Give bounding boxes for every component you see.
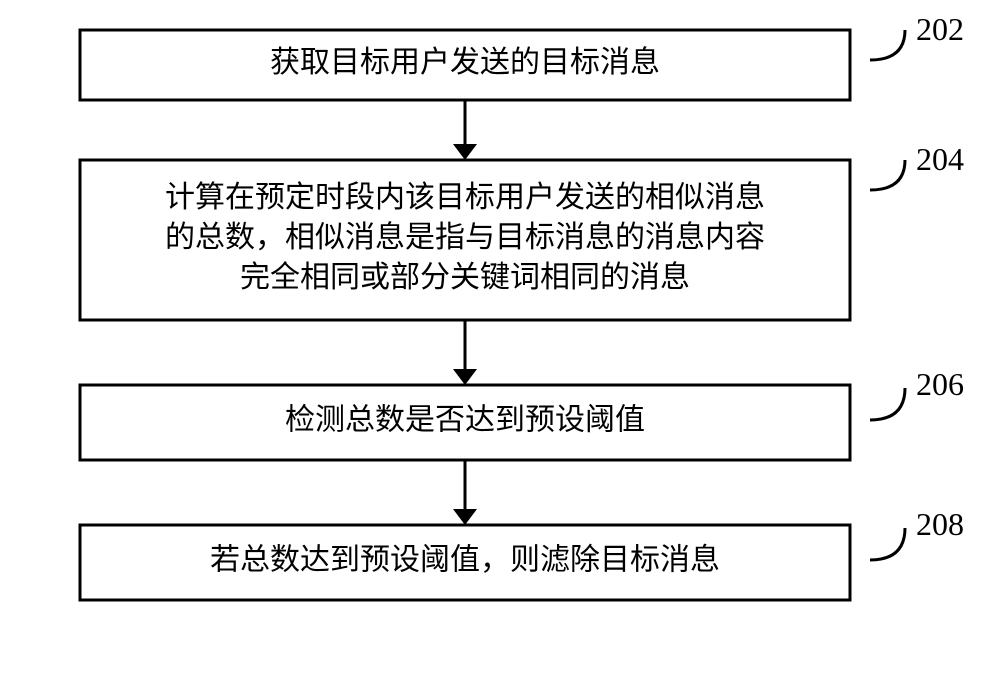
arrow-head-icon (453, 509, 477, 525)
step-text-line: 获取目标用户发送的目标消息 (270, 46, 660, 79)
step-text-line: 完全相同或部分关键词相同的消息 (240, 261, 690, 294)
flow-step-3: 检测总数是否达到预设阈值 206 (80, 366, 964, 460)
flow-arrow-2 (453, 320, 477, 385)
label-connector (870, 160, 905, 190)
step-number-label: 202 (916, 11, 964, 47)
flow-step-2: 计算在预定时段内该目标用户发送的相似消息的总数，相似消息是指与目标消息的消息内容… (80, 141, 964, 320)
label-connector (870, 30, 905, 60)
step-text-line: 的总数，相似消息是指与目标消息的消息内容 (165, 221, 765, 254)
flow-arrow-3 (453, 460, 477, 525)
step-number-label: 204 (916, 141, 964, 177)
step-number-label: 208 (916, 506, 964, 542)
step-text-line: 检测总数是否达到预设阈值 (285, 403, 645, 436)
flowchart-canvas: 获取目标用户发送的目标消息 202 计算在预定时段内该目标用户发送的相似消息的总数，… (0, 0, 1000, 675)
flow-step-4: 若总数达到预设阈值，则滤除目标消息 208 (80, 506, 964, 600)
flow-arrow-1 (453, 100, 477, 160)
flow-step-1: 获取目标用户发送的目标消息 202 (80, 11, 964, 100)
label-connector (870, 528, 905, 560)
arrow-head-icon (453, 144, 477, 160)
arrow-head-icon (453, 369, 477, 385)
label-connector (870, 388, 905, 420)
step-number-label: 206 (916, 366, 964, 402)
step-text-line: 若总数达到预设阈值，则滤除目标消息 (210, 543, 720, 576)
step-text-line: 计算在预定时段内该目标用户发送的相似消息 (165, 181, 765, 214)
